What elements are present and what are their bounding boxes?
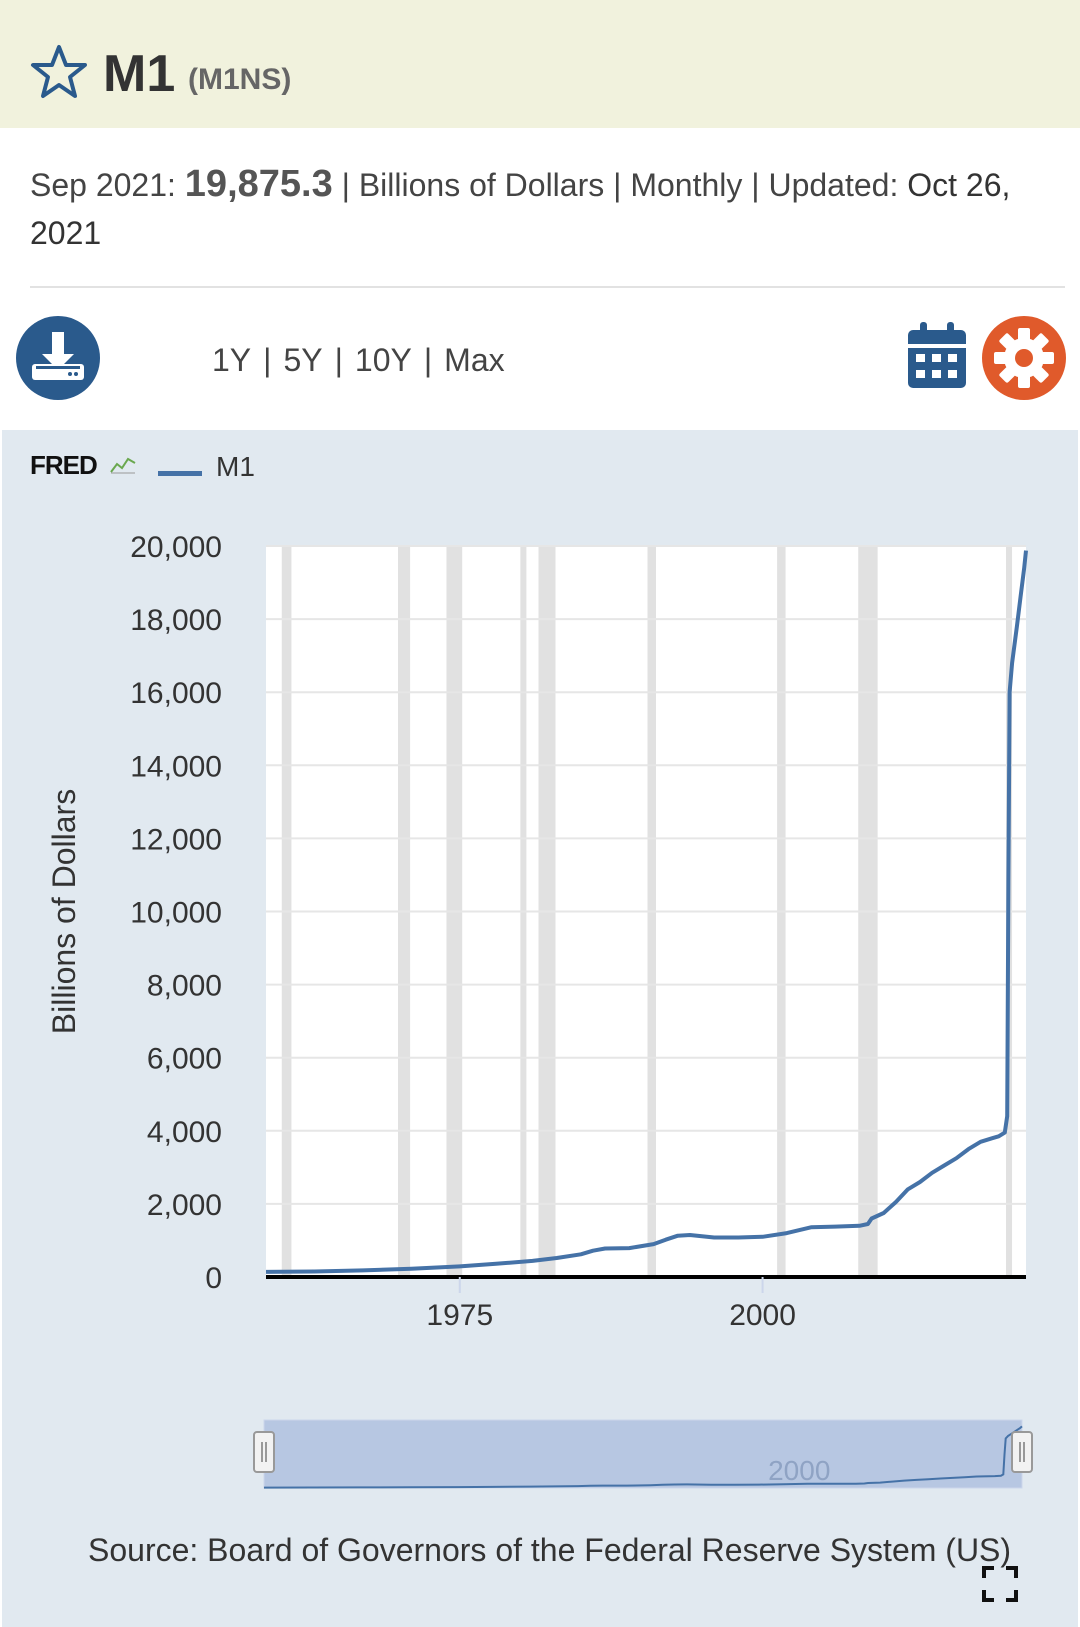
fred-logo: FRED (30, 450, 98, 480)
page-title: M1 (103, 45, 176, 103)
y-tick-label: 18,000 (130, 604, 222, 637)
download-button[interactable] (16, 316, 100, 400)
fullscreen-icon[interactable] (982, 1566, 1018, 1602)
y-tick-label: 14,000 (130, 750, 222, 783)
updated-date: Oct 26, 2021 (30, 167, 1011, 251)
navigator-handle-left[interactable] (253, 1431, 275, 1473)
range-separator: | (263, 342, 272, 378)
chart-svg: 0 2,000 4,000 6,000 8,000 10,000 12,000 14,000 1… (46, 531, 1033, 1489)
range-10y[interactable]: 10Y (354, 342, 412, 378)
y-tick-label: 8,000 (147, 970, 222, 1003)
y-tick-label: 16,000 (130, 677, 222, 710)
observation-value: 19,875.3 (184, 163, 333, 205)
y-tick-label: 4,000 (147, 1116, 222, 1149)
series-line-m1 (265, 550, 1028, 1274)
series-meta: Sep 2021: 19,875.3 | Billions of Dollars… (30, 160, 1060, 257)
y-tick-label: 2,000 (147, 1189, 222, 1222)
download-icon (32, 332, 84, 380)
y-tick-label: 0 (205, 1262, 222, 1295)
y-tick-label: 6,000 (147, 1043, 222, 1076)
units-frequency: | Billions of Dollars | Monthly | Update… (341, 167, 899, 203)
fred-spark-icon (110, 457, 136, 474)
range-1y[interactable]: 1Y (212, 342, 252, 378)
title-bar: M1 (M1NS) (0, 0, 1080, 128)
y-tick-label: 10,000 (130, 897, 222, 930)
range-separator: | (423, 342, 433, 378)
star-icon[interactable] (30, 44, 88, 100)
divider (30, 286, 1065, 288)
x-tick-label: 2000 (729, 1299, 796, 1332)
range-max[interactable]: Max (444, 342, 505, 378)
gear-icon[interactable] (982, 316, 1066, 400)
chart-toolbar: 1Y | 5Y | 10Y | Max (0, 300, 1080, 430)
chart-panel: FRED M1 0 2,000 4,000 6,000 8,000 10,000 12,00… (2, 430, 1078, 1627)
range-separator: | (334, 342, 343, 378)
navigator-handle-right[interactable] (1011, 1431, 1033, 1473)
navigator-series (263, 1425, 1023, 1489)
navigator-range (263, 1419, 1023, 1489)
x-tick-label: 1975 (426, 1299, 493, 1332)
series-code: (M1NS) (188, 63, 292, 96)
observation-date: Sep 2021: (30, 167, 176, 203)
date-range-selector: 1Y | 5Y | 10Y | Max (212, 340, 505, 380)
y-tick-label: 20,000 (130, 531, 222, 564)
calendar-icon[interactable] (906, 320, 968, 390)
y-axis-title: Billions of Dollars (46, 789, 82, 1034)
legend-label: M1 (216, 451, 255, 482)
y-tick-label: 12,000 (130, 823, 222, 856)
source-text: Source: Board of Governors of the Federa… (88, 1532, 1012, 1568)
range-5y[interactable]: 5Y (283, 342, 323, 378)
navigator-label: 2000 (768, 1455, 830, 1486)
legend-swatch (158, 471, 202, 476)
